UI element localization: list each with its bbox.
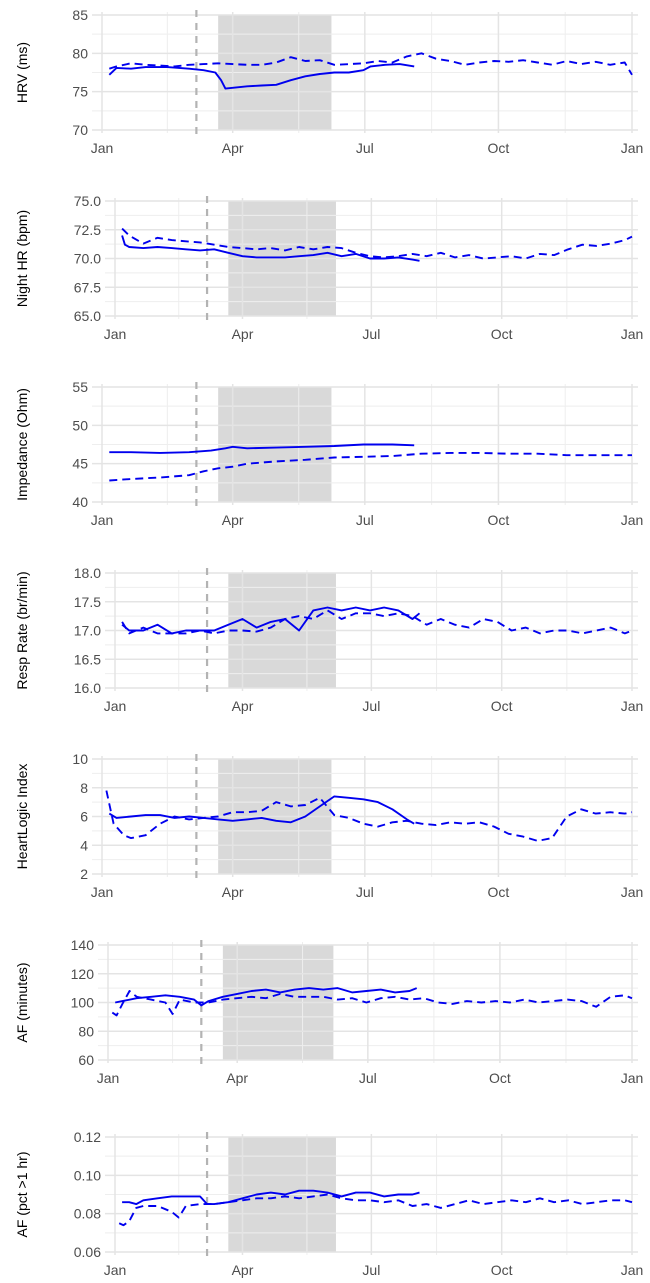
x-tick-label: Jan <box>91 884 114 900</box>
x-tick-label: Oct <box>491 326 513 342</box>
panel-7: 0.06 0.08 0.10 0.12 Jan Apr Jul Oct Jan AF (pct >… <box>14 1129 643 1278</box>
y-axis-label: HRV (ms) <box>14 42 30 103</box>
y-axis-label: AF (pct >1 hr) <box>14 1152 30 1238</box>
y-tick-label: 0.08 <box>74 1206 101 1222</box>
x-tick-label: Jan <box>104 326 127 342</box>
x-tick-label: Oct <box>488 884 510 900</box>
x-tick-label: Jan <box>621 1262 644 1278</box>
y-tick-label: 55 <box>72 379 88 395</box>
y-tick-label: 85 <box>72 7 88 23</box>
panel-2: 65.0 67.5 70.0 72.5 75.0 Jan Apr Jul Oct Jan Night… <box>14 193 643 342</box>
x-tick-label: Jan <box>91 512 114 528</box>
panel-3: 40 45 50 55 Jan Apr Jul Oct Jan Impedance (Ohm) <box>14 379 643 528</box>
x-tick-label: Jan <box>97 1070 120 1086</box>
x-tick-label: Jan <box>621 140 644 156</box>
y-tick-label: 70.0 <box>74 251 101 267</box>
y-tick-label: 75.0 <box>74 193 101 209</box>
dashed-series-line <box>118 1193 633 1227</box>
x-tick-label: Jan <box>621 884 644 900</box>
solid-series-line <box>109 443 415 454</box>
y-tick-label: 75 <box>72 84 88 100</box>
panel-4: 16.0 16.5 17.0 17.5 18.0 Jan Apr Jul Oct Jan Resp … <box>14 565 643 714</box>
solid-series-line <box>108 63 415 90</box>
x-tick-label: Apr <box>222 884 244 900</box>
y-tick-label: 65.0 <box>74 308 101 324</box>
x-tick-label: Oct <box>488 140 510 156</box>
x-tick-label: Jul <box>356 512 374 528</box>
x-tick-label: Oct <box>491 698 513 714</box>
dashed-series-line <box>109 451 632 482</box>
y-tick-label: 67.5 <box>74 279 101 295</box>
y-tick-label: 80 <box>72 45 88 61</box>
y-tick-label: 0.12 <box>74 1129 101 1145</box>
y-tick-label: 72.5 <box>74 222 101 238</box>
y-axis-label: AF (minutes) <box>14 962 30 1042</box>
y-tick-label: 6 <box>80 809 88 825</box>
y-tick-label: 70 <box>72 122 88 138</box>
y-axis-label: Impedance (Ohm) <box>14 388 30 501</box>
y-tick-label: 0.10 <box>74 1167 101 1183</box>
y-tick-label: 10 <box>72 751 88 767</box>
x-tick-label: Jul <box>362 698 380 714</box>
x-tick-label: Jan <box>621 1070 644 1086</box>
x-tick-label: Jan <box>621 512 644 528</box>
x-tick-label: Jul <box>359 1070 377 1086</box>
dashed-series-line <box>109 52 633 76</box>
solid-series-line <box>121 606 421 635</box>
y-tick-label: 120 <box>71 966 95 982</box>
y-tick-label: 16.5 <box>74 651 101 667</box>
x-tick-label: Apr <box>226 1070 248 1086</box>
y-tick-label: 4 <box>80 837 88 853</box>
y-tick-label: 0.06 <box>74 1244 101 1260</box>
y-tick-label: 17.5 <box>74 594 101 610</box>
y-tick-label: 50 <box>72 417 88 433</box>
y-tick-label: 140 <box>71 937 95 953</box>
solid-series-line <box>115 987 418 1007</box>
y-axis-label: Resp Rate (br/min) <box>14 571 30 689</box>
x-tick-label: Jan <box>104 698 127 714</box>
panel-5: 2 4 6 8 10 Jan Apr Jul Oct Jan HeartLogic Index <box>14 751 643 900</box>
dashed-series-line <box>121 227 633 260</box>
x-tick-label: Jul <box>362 1262 380 1278</box>
y-tick-label: 8 <box>80 780 88 796</box>
y-tick-label: 60 <box>78 1052 94 1068</box>
y-tick-label: 80 <box>78 1023 94 1039</box>
x-tick-label: Apr <box>232 698 254 714</box>
solid-series-line <box>122 1189 420 1206</box>
x-tick-label: Apr <box>232 1262 254 1278</box>
solid-series-line <box>121 235 420 262</box>
y-tick-label: 16.0 <box>74 680 101 696</box>
x-tick-label: Apr <box>222 512 244 528</box>
panel-6: 60 80 100 120 140 Jan Apr Jul Oct Jan AF (minutes) <box>14 937 643 1086</box>
x-tick-label: Jul <box>356 884 374 900</box>
x-tick-label: Oct <box>488 512 510 528</box>
x-tick-label: Jul <box>356 140 374 156</box>
y-tick-label: 100 <box>71 995 95 1011</box>
y-tick-label: 2 <box>80 866 88 882</box>
x-tick-label: Oct <box>489 1070 511 1086</box>
x-tick-label: Jul <box>362 326 380 342</box>
x-tick-label: Oct <box>491 1262 513 1278</box>
panel-1: 70 75 80 85 Jan Apr Jul Oct Jan HRV (ms) <box>14 7 643 156</box>
x-tick-label: Jan <box>91 140 114 156</box>
x-tick-label: Jan <box>621 698 644 714</box>
x-tick-label: Apr <box>232 326 254 342</box>
y-tick-label: 40 <box>72 494 88 510</box>
dashed-series-line <box>105 790 633 842</box>
dashed-series-line <box>121 609 633 635</box>
y-axis-label: Night HR (bpm) <box>14 210 30 307</box>
dashed-series-line <box>111 990 633 1017</box>
y-axis-label: HeartLogic Index <box>14 764 30 870</box>
x-tick-label: Jan <box>104 1262 127 1278</box>
x-tick-label: Apr <box>222 140 244 156</box>
y-tick-label: 18.0 <box>74 565 101 581</box>
solid-series-line <box>108 795 415 825</box>
y-tick-label: 45 <box>72 456 88 472</box>
x-tick-label: Jan <box>621 326 644 342</box>
y-tick-label: 17.0 <box>74 623 101 639</box>
